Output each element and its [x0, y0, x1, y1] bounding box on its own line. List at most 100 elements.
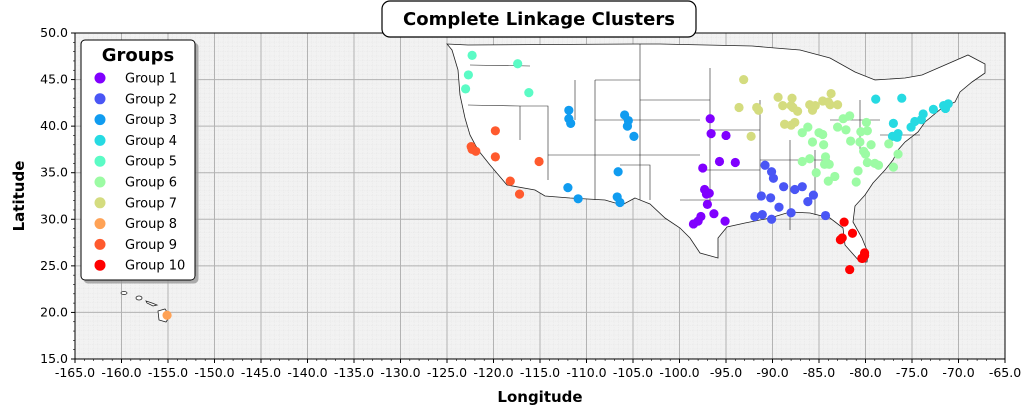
series-group-2: [750, 160, 831, 224]
data-point: [860, 149, 871, 159]
legend-label: Group 6: [125, 176, 177, 191]
legend-marker: [94, 197, 106, 209]
data-point: [918, 109, 928, 119]
data-point: [805, 154, 815, 164]
data-point: [490, 126, 500, 136]
data-point: [835, 235, 845, 245]
x-tick-label: -85.0: [803, 365, 835, 380]
data-point: [514, 189, 525, 199]
data-point: [808, 190, 819, 200]
data-point: [897, 93, 907, 103]
data-point: [859, 251, 870, 261]
data-point: [768, 173, 779, 183]
legend-marker: [94, 218, 106, 230]
x-tick-label: -150.0: [194, 365, 234, 380]
data-point: [811, 168, 821, 178]
data-point: [871, 94, 881, 104]
data-point: [734, 102, 744, 113]
data-point: [779, 182, 789, 192]
data-point: [797, 182, 807, 192]
legend-label: Group 5: [125, 155, 177, 170]
data-point: [830, 171, 840, 182]
data-point: [688, 219, 699, 229]
data-point: [787, 93, 797, 103]
major-grid: [74, 32, 1006, 360]
data-point: [820, 152, 831, 162]
data-point: [774, 202, 784, 212]
y-tick-label: 30.0: [40, 211, 68, 226]
data-point: [928, 104, 938, 114]
legend-entry: Group 3: [94, 113, 177, 128]
legend-label: Group 2: [125, 92, 177, 107]
y-tick-label: 20.0: [40, 304, 68, 319]
y-tick-label: 25.0: [40, 258, 68, 273]
data-point: [714, 156, 725, 167]
series-group-8: [162, 310, 172, 320]
x-tick-label: -130.0: [380, 365, 420, 380]
maui-islands: [145, 300, 159, 307]
data-point: [563, 183, 573, 193]
data-point: [824, 159, 834, 169]
x-tick-label: -160.0: [101, 365, 141, 380]
data-point: [803, 196, 813, 207]
y-tick-label: 40.0: [40, 118, 68, 133]
x-tick-label: -120.0: [473, 365, 513, 380]
x-tick-label: -140.0: [287, 365, 327, 380]
data-point: [845, 264, 855, 275]
legend-marker: [94, 259, 106, 271]
series-group-3: [563, 105, 639, 208]
series-group-6: [797, 111, 903, 187]
data-point: [534, 156, 544, 167]
data-point: [823, 176, 833, 186]
x-axis-title: Longitude: [497, 388, 582, 406]
legend-label: Group 10: [125, 259, 185, 274]
data-point: [513, 59, 523, 69]
legend-entry: Group 10: [94, 259, 185, 274]
data-point: [720, 216, 730, 226]
x-tick-label: -135.0: [334, 365, 374, 380]
data-point: [760, 160, 770, 170]
x-tick-label: -145.0: [241, 365, 281, 380]
legend-label: Group 3: [125, 113, 177, 128]
data-point: [702, 199, 713, 209]
data-point: [818, 129, 828, 140]
data-point: [893, 149, 903, 159]
data-point: [833, 100, 843, 110]
data-point: [752, 102, 762, 113]
x-tick-label: -155.0: [148, 365, 188, 380]
legend-entry: Group 2: [94, 92, 177, 107]
legend-label: Group 4: [125, 134, 177, 149]
data-point: [819, 140, 829, 150]
x-tick-label: -75.0: [896, 365, 928, 380]
legend-entry: Group 5: [94, 155, 177, 170]
data-point: [739, 74, 749, 85]
y-tick-label: 45.0: [40, 72, 68, 87]
data-point: [884, 139, 894, 149]
legend-label: Group 1: [125, 72, 177, 87]
data-point: [756, 191, 766, 201]
y-axis-title: Latitude: [10, 161, 28, 232]
data-point: [823, 97, 833, 107]
legend-label: Group 7: [125, 196, 177, 211]
data-point: [855, 137, 865, 147]
data-point: [706, 128, 716, 139]
x-tick-label: -115.0: [520, 365, 560, 380]
legend-entry: Group 4: [94, 134, 177, 149]
chart-title-box: Complete Linkage Clusters: [381, 0, 697, 38]
data-point: [786, 208, 796, 218]
data-point: [803, 122, 813, 132]
data-point: [773, 92, 783, 102]
data-point: [839, 217, 849, 227]
data-point: [826, 88, 836, 99]
data-point: [490, 152, 500, 162]
y-tick-label: 50.0: [40, 25, 68, 40]
title-frame: [381, 0, 697, 38]
data-point: [461, 84, 471, 94]
data-point: [766, 214, 777, 224]
series-group-9: [466, 126, 544, 199]
data-point: [615, 197, 625, 208]
data-point: [505, 176, 515, 186]
data-point: [790, 117, 800, 128]
